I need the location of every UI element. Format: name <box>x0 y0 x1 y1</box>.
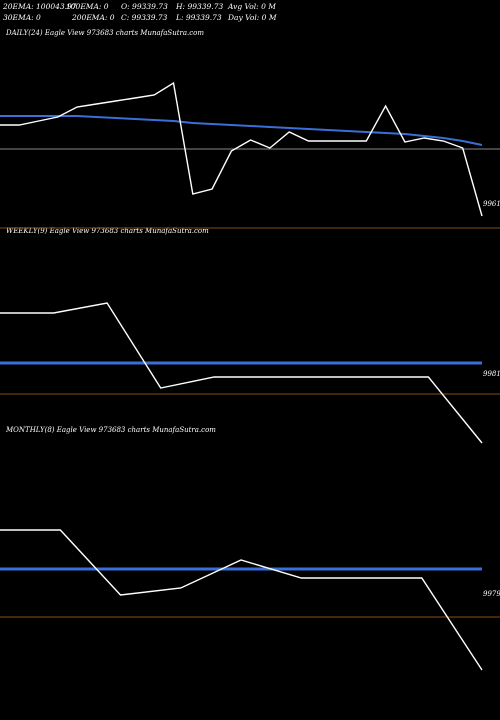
header-ema200-wrap: 200EMA: 0 <box>72 13 115 22</box>
header-open-wrap: O: 99339.73 <box>121 2 168 11</box>
weekly-price-line <box>0 302 483 444</box>
header-ema30: 30EMA: 0 <box>3 13 41 22</box>
header-row-1: 20EMA: 100043.97 <box>3 2 77 11</box>
header-ema100: 100EMA: 0 <box>66 2 109 11</box>
header-close: C: 99339.73 <box>121 13 168 22</box>
header-low-wrap: L: 99339.73 <box>176 13 222 22</box>
monthly-panel-title: MONTHLY(8) Eagle View 973683 charts Muna… <box>6 426 216 434</box>
header-avgvol-wrap: Avg Vol: 0 M <box>228 2 276 11</box>
header-avg-vol: Avg Vol: 0 M <box>228 2 276 11</box>
daily-ema-line <box>0 115 483 146</box>
weekly-level-label: 9981 <box>483 370 500 378</box>
header-ema100-wrap: 100EMA: 0 <box>66 2 109 11</box>
weekly-panel-title: WEEKLY(9) Eagle View 973683 charts Munaf… <box>6 227 209 235</box>
monthly-price-line <box>0 529 483 671</box>
header-day-vol: Day Vol: 0 M <box>228 13 277 22</box>
daily-panel-title: DAILY(24) Eagle View 973683 charts Munaf… <box>6 29 205 37</box>
header-ema20: 20EMA: 100043.97 <box>3 2 77 11</box>
header-high: H: 99339.73 <box>176 2 224 11</box>
header-close-wrap: C: 99339.73 <box>121 13 167 22</box>
header-dayvol-wrap: Day Vol: 0 M <box>228 13 277 22</box>
daily-level-label: 9961 <box>483 200 500 208</box>
header-high-wrap: H: 99339.73 <box>176 2 223 11</box>
daily-price-line <box>0 81 483 217</box>
header-open: O: 99339.73 <box>121 2 168 11</box>
monthly-level-label: 99797 <box>483 590 500 598</box>
header-ema200: 200EMA: 0 <box>72 13 115 22</box>
header-low: L: 99339.73 <box>176 13 222 22</box>
header-row-2: 30EMA: 0 <box>3 13 41 22</box>
